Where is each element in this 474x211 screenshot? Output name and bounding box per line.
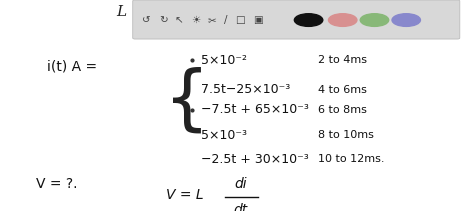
Text: 2 to 4ms: 2 to 4ms <box>318 55 366 65</box>
Text: ✂: ✂ <box>208 15 216 25</box>
Text: ↻: ↻ <box>159 15 168 25</box>
Text: 10 to 12ms.: 10 to 12ms. <box>318 154 384 164</box>
Text: V = ?.: V = ?. <box>36 177 77 191</box>
Circle shape <box>328 14 357 26</box>
Text: ↺: ↺ <box>142 15 150 25</box>
Text: 7.5t−25×10⁻³: 7.5t−25×10⁻³ <box>201 83 291 96</box>
Text: 8 to 10ms: 8 to 10ms <box>318 130 374 140</box>
Text: L: L <box>116 5 126 19</box>
Text: /: / <box>224 15 228 25</box>
Circle shape <box>392 14 420 26</box>
Text: V = L: V = L <box>166 188 203 202</box>
Text: 6 to 8ms: 6 to 8ms <box>318 105 366 115</box>
Text: −7.5t + 65×10⁻³: −7.5t + 65×10⁻³ <box>201 103 310 116</box>
Text: □: □ <box>235 15 245 25</box>
FancyBboxPatch shape <box>133 0 460 39</box>
Text: ▣: ▣ <box>254 15 263 25</box>
Circle shape <box>294 14 323 26</box>
Text: ☀: ☀ <box>191 15 200 25</box>
Text: 2×10⁻²: 2×10⁻² <box>201 20 247 33</box>
Text: dt: dt <box>234 203 248 211</box>
Text: 4 to 6ms: 4 to 6ms <box>318 85 366 95</box>
Text: di: di <box>235 177 247 191</box>
Text: {: { <box>164 67 210 136</box>
Text: i(t) A =: i(t) A = <box>47 60 98 73</box>
Text: −2.5t + 30×10⁻³: −2.5t + 30×10⁻³ <box>201 153 309 166</box>
Text: 5×10⁻²: 5×10⁻² <box>201 54 247 67</box>
Circle shape <box>360 14 389 26</box>
Text: ↖: ↖ <box>175 15 183 25</box>
Text: 5×10⁻³: 5×10⁻³ <box>201 128 247 142</box>
